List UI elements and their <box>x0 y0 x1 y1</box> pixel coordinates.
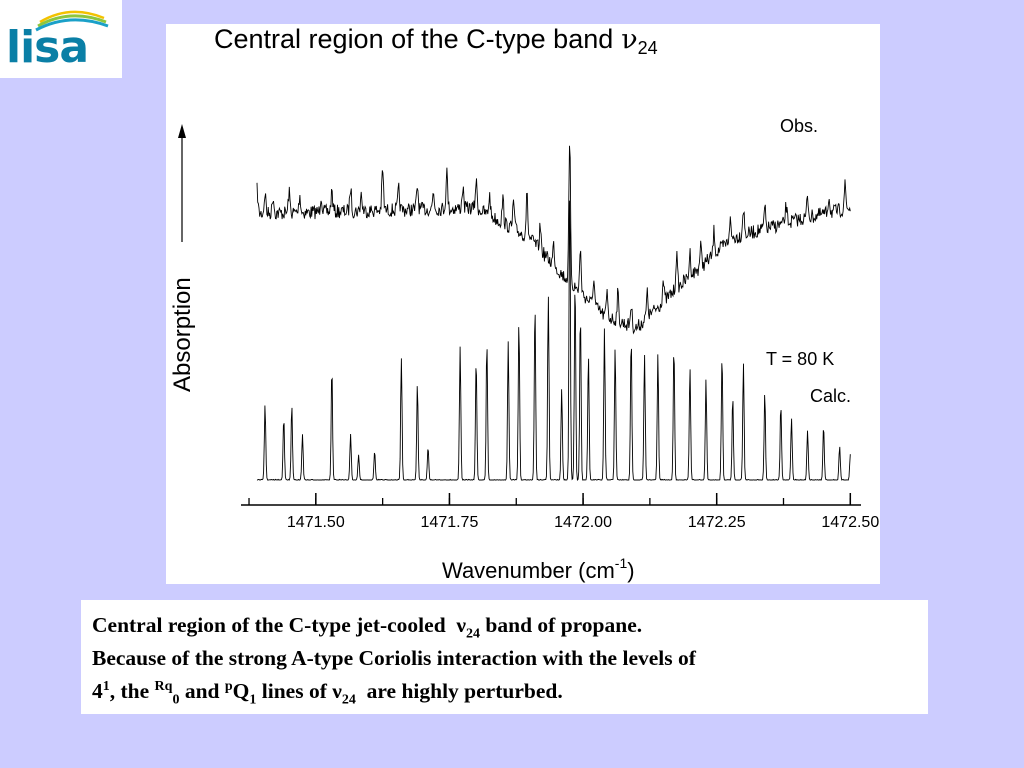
chart-title-symbol: ν <box>621 24 637 55</box>
x-tick-label: 1471.50 <box>287 514 345 531</box>
lisa-logo: lisa <box>0 0 122 78</box>
caption-sub-1: 24 <box>466 626 481 642</box>
logo-arc-green <box>37 14 107 28</box>
caption-line-1: Central region of the C-type jet-cooled … <box>92 609 918 642</box>
spectrum-chart: Central region of the C-type band ν24 Abs… <box>169 24 879 583</box>
caption-four: 4 <box>92 679 103 703</box>
caption-nu-3: ν <box>332 679 342 703</box>
x-tick-label: 1472.25 <box>688 514 746 531</box>
caption-sub-0: 0 <box>172 692 180 708</box>
logo-text: lisa <box>6 22 88 73</box>
caption-text-1b: band of propane. <box>485 613 643 637</box>
x-tick-label: 1471.75 <box>421 514 479 531</box>
x-tick-label: 1472.00 <box>554 514 612 531</box>
caption-sup-p: p <box>224 678 233 694</box>
annotation-obs: Obs. <box>780 116 818 136</box>
caption-line-2: Because of the strong A-type Coriolis in… <box>92 646 696 670</box>
x-tick-label: 1472.50 <box>821 514 879 531</box>
x-axis-label: Wavenumber (cm-1) <box>442 555 635 583</box>
caption-sub-24: 24 <box>341 692 356 708</box>
caption-sub-q1: 1 <box>249 692 257 708</box>
caption-q: Q <box>232 679 250 703</box>
series-line-obs <box>256 145 851 335</box>
caption-text-3c: are highly perturbed. <box>366 679 563 703</box>
annotation-calc: Calc. <box>810 386 851 406</box>
series-line-calc <box>256 200 851 482</box>
caption-text-3b: lines of <box>261 679 327 703</box>
caption-nu-1: ν <box>456 613 467 637</box>
logo-arc-yellow <box>39 10 105 24</box>
chart-panel: Central region of the C-type band ν24 Abs… <box>166 24 880 584</box>
y-axis-label: Absorption <box>169 277 196 392</box>
y-axis-arrow <box>178 124 186 242</box>
caption-text-3a: , the <box>109 679 150 703</box>
logo-arc-blue <box>35 18 109 32</box>
caption-sup-1: 1 <box>102 678 110 694</box>
caption-text-1a: Central region of the C-type jet-cooled <box>92 613 446 637</box>
chart-title-text: Central region of the C-type band <box>214 24 613 54</box>
caption-sup-rq: Rq <box>154 678 173 694</box>
spectra-layer <box>256 145 851 482</box>
chart-title-subscript: 24 <box>638 38 658 58</box>
chart-title: Central region of the C-type band ν24 <box>214 24 658 58</box>
x-axis: 1471.50 1471.75 1472.00 1472.25 1472.50 <box>241 493 879 531</box>
x-axis-label-text: Wavenumber (cm <box>442 558 615 583</box>
x-axis-label-sup: -1 <box>615 555 628 571</box>
caption-and: and <box>184 679 220 703</box>
caption-line-3: 41, the Rq0 and pQ1 lines of ν24 are hig… <box>92 675 918 708</box>
figure-caption: Central region of the C-type jet-cooled … <box>81 600 928 714</box>
x-axis-label-end: ) <box>627 558 634 583</box>
annotation-temperature: T = 80 K <box>766 349 834 369</box>
